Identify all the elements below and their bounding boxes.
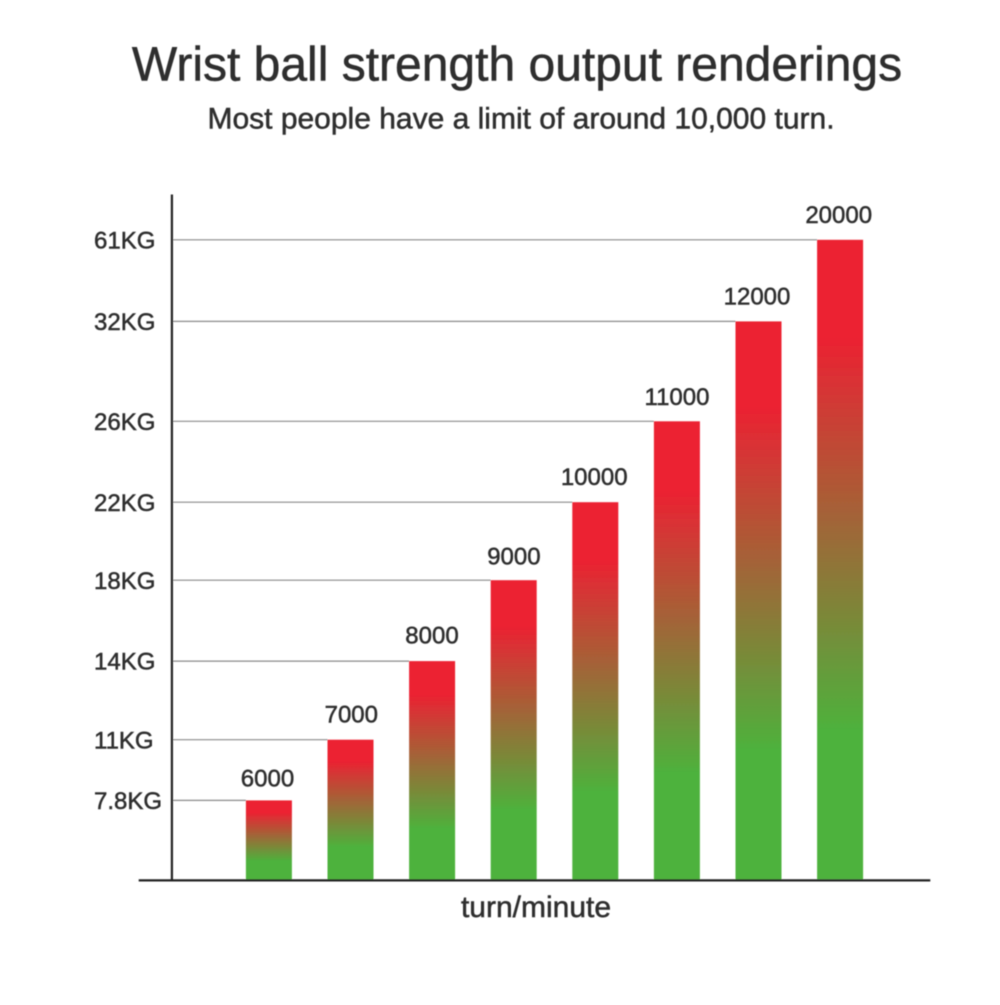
svg-text:12000: 12000 xyxy=(724,284,791,311)
svg-text:Wrist ball strength output ren: Wrist ball strength output renderings xyxy=(132,38,902,91)
svg-text:14KG: 14KG xyxy=(94,649,155,676)
svg-text:11KG: 11KG xyxy=(94,727,154,754)
svg-text:6000: 6000 xyxy=(241,765,294,792)
svg-text:7000: 7000 xyxy=(325,701,378,728)
svg-text:7.8KG: 7.8KG xyxy=(94,788,162,815)
svg-text:32KG: 32KG xyxy=(94,309,155,336)
svg-text:11000: 11000 xyxy=(645,384,710,411)
svg-text:Most people have a limit of ar: Most people have a limit of around 10,00… xyxy=(207,103,834,136)
svg-text:26KG: 26KG xyxy=(94,409,155,436)
svg-text:turn/minute: turn/minute xyxy=(461,891,611,924)
svg-text:9000: 9000 xyxy=(487,543,540,570)
svg-text:10000: 10000 xyxy=(561,464,628,491)
svg-text:20000: 20000 xyxy=(805,202,872,229)
svg-text:61KG: 61KG xyxy=(94,227,155,254)
svg-text:8000: 8000 xyxy=(405,623,458,650)
svg-text:18KG: 18KG xyxy=(94,568,155,595)
svg-text:22KG: 22KG xyxy=(94,490,155,517)
